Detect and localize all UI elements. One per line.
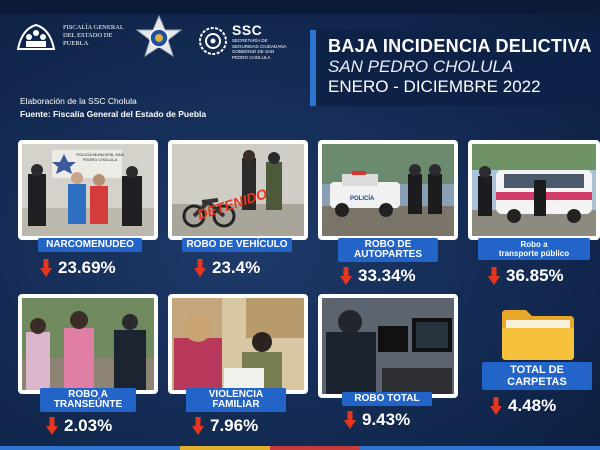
label-robo-transeunte: ROBO A TRANSEÚNTE (40, 388, 136, 412)
label-total-carpetas: TOTAL DE CARPETAS (482, 362, 592, 390)
stat-robo-total: 9.43% (344, 410, 410, 430)
card-narcomenudeo: POLICÍA MUNICIPAL SAN PEDRO CHOLULA NARC… (18, 140, 158, 280)
value-robo-transporte: 36.85% (506, 266, 564, 285)
stat-robo-vehiculo: 23.4% (194, 258, 260, 278)
photo-robo-transeunte (18, 294, 158, 394)
card-robo-transeunte: ROBO A TRANSEÚNTE 2.03% (18, 294, 158, 444)
value-robo-transeunte: 2.03% (64, 416, 113, 435)
stat-total-carpetas: 4.48% (490, 396, 556, 416)
value-robo-autopartes: 33.34% (358, 266, 416, 285)
photo-robo-transporte (468, 140, 600, 240)
fge-logo: FISCALÍA GENERAL DEL ESTADO DE PUEBLA (14, 18, 134, 54)
credit-source: Fuente: Fiscalía General del Estado de P… (20, 109, 207, 119)
card-robo-transporte: Robo a transporte público 36.85% (468, 140, 600, 290)
label-transeunte-line2: TRANSEÚNTE (53, 399, 123, 410)
label-robo-vehiculo: ROBO DE VEHÍCULO (182, 238, 292, 252)
arrow-down-icon (488, 267, 500, 285)
stat-robo-autopartes: 33.34% (340, 266, 416, 286)
stat-robo-transporte: 36.85% (488, 266, 564, 286)
bottom-stripe (0, 446, 600, 450)
title-municipality: SAN PEDRO CHOLULA (328, 57, 514, 76)
arrow-down-icon (40, 259, 52, 277)
stat-narcomenudeo: 23.69% (40, 258, 116, 278)
arrow-down-icon (344, 411, 356, 429)
value-robo-total: 9.43% (362, 410, 411, 429)
label-autopartes-line1: ROBO DE (364, 239, 412, 250)
ssc-subtitle: SECRETARÍA DE SEGURIDAD CIUDADANA GOBIER… (232, 38, 287, 60)
title-main: BAJA INCIDENCIA DELICTIVA (328, 36, 592, 56)
card-violencia-familiar: VIOLENCIA FAMILIAR 7.96% (168, 294, 308, 444)
label-robo-transporte: Robo a transporte público (478, 238, 590, 260)
top-bar (0, 0, 600, 14)
label-transporte-line1: Robo a (520, 240, 548, 249)
label-carpetas-line1: TOTAL DE (510, 364, 564, 376)
card-robo-total: ROBO TOTAL 9.43% (318, 294, 458, 444)
photo-robo-autopartes (318, 140, 458, 240)
stat-violencia-familiar: 7.96% (192, 416, 258, 436)
photo-sign-policia: POLICÍA (350, 196, 375, 202)
fge-emblem-icon (14, 19, 58, 53)
photo-narcomenudeo (18, 140, 158, 240)
value-total-carpetas: 4.48% (508, 396, 557, 415)
arrow-down-icon (194, 259, 206, 277)
ssc-ring-icon (198, 26, 228, 56)
label-transporte-line2: transporte público (498, 249, 570, 258)
label-carpetas-line2: CARPETAS (507, 376, 567, 388)
card-robo-autopartes: POLICÍA ROBO DE AUTOPARTES 33.34% (318, 140, 458, 290)
photo-robo-vehiculo (168, 140, 308, 240)
label-transeunte-line1: ROBO A (68, 389, 108, 400)
police-star-icon (134, 14, 184, 64)
fge-logo-text: FISCALÍA GENERAL DEL ESTADO DE PUEBLA (63, 24, 124, 47)
label-violencia-familiar: VIOLENCIA FAMILIAR (186, 388, 286, 412)
photo-sign-text: POLICÍA MUNICIPAL SAN PEDRO CHOLULA (76, 152, 124, 162)
arrow-down-icon (46, 417, 58, 435)
arrow-down-icon (192, 417, 204, 435)
label-robo-total: ROBO TOTAL (342, 392, 432, 406)
arrow-down-icon (490, 397, 502, 415)
credit-elaboration: Elaboración de la SSC Cholula (20, 96, 137, 106)
value-narcomenudeo: 23.69% (58, 258, 116, 277)
photo-violencia-familiar (168, 294, 308, 394)
label-narcomenudeo: NARCOMENUDEO (38, 238, 142, 252)
label-violencia-line2: FAMILIAR (212, 399, 260, 410)
title-box: BAJA INCIDENCIA DELICTIVA SAN PEDRO CHOL… (310, 30, 600, 106)
folder-icon (500, 306, 576, 362)
arrow-down-icon (340, 267, 352, 285)
card-robo-vehiculo: DETENIDO ROBO DE VEHÍCULO 23.4% (168, 140, 308, 280)
value-violencia-familiar: 7.96% (210, 416, 259, 435)
ssc-title: SSC (232, 22, 263, 38)
value-robo-vehiculo: 23.4% (212, 258, 261, 277)
label-robo-autopartes: ROBO DE AUTOPARTES (338, 238, 438, 262)
label-violencia-line1: VIOLENCIA (208, 389, 264, 400)
photo-robo-total (318, 294, 458, 398)
stat-robo-transeunte: 2.03% (46, 416, 112, 436)
label-autopartes-line2: AUTOPARTES (354, 249, 422, 260)
title-period: ENERO - DICIEMBRE 2022 (328, 77, 541, 96)
card-total-carpetas: TOTAL DE CARPETAS 4.48% (476, 306, 600, 446)
ssc-logo: SSC SECRETARÍA DE SEGURIDAD CIUDADANA GO… (198, 22, 290, 60)
